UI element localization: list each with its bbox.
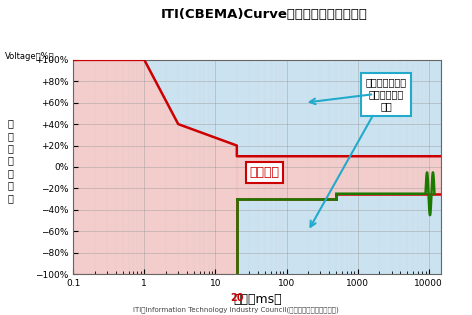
Polygon shape xyxy=(73,60,441,156)
Polygon shape xyxy=(237,194,441,274)
Text: 動作領域: 動作領域 xyxy=(249,166,279,179)
Text: 公
称
電
圧
変
動
値: 公 称 電 圧 変 動 値 xyxy=(8,118,13,203)
Text: コンピュータが
動作できない
領域: コンピュータが 動作できない 領域 xyxy=(365,77,406,111)
Text: 20: 20 xyxy=(230,294,244,303)
X-axis label: 時間（ms）: 時間（ms） xyxy=(233,294,282,306)
Text: Voltage（%）: Voltage（%） xyxy=(5,52,54,61)
Polygon shape xyxy=(237,156,441,199)
Text: ITI(CBEMA)Curve：入出力瞬断許容特性: ITI(CBEMA)Curve：入出力瞬断許容特性 xyxy=(161,8,368,21)
Text: ITI：Information Technology Industry Council(米国情報技術産業協議会): ITI：Information Technology Industry Coun… xyxy=(133,307,339,313)
Polygon shape xyxy=(73,60,237,274)
